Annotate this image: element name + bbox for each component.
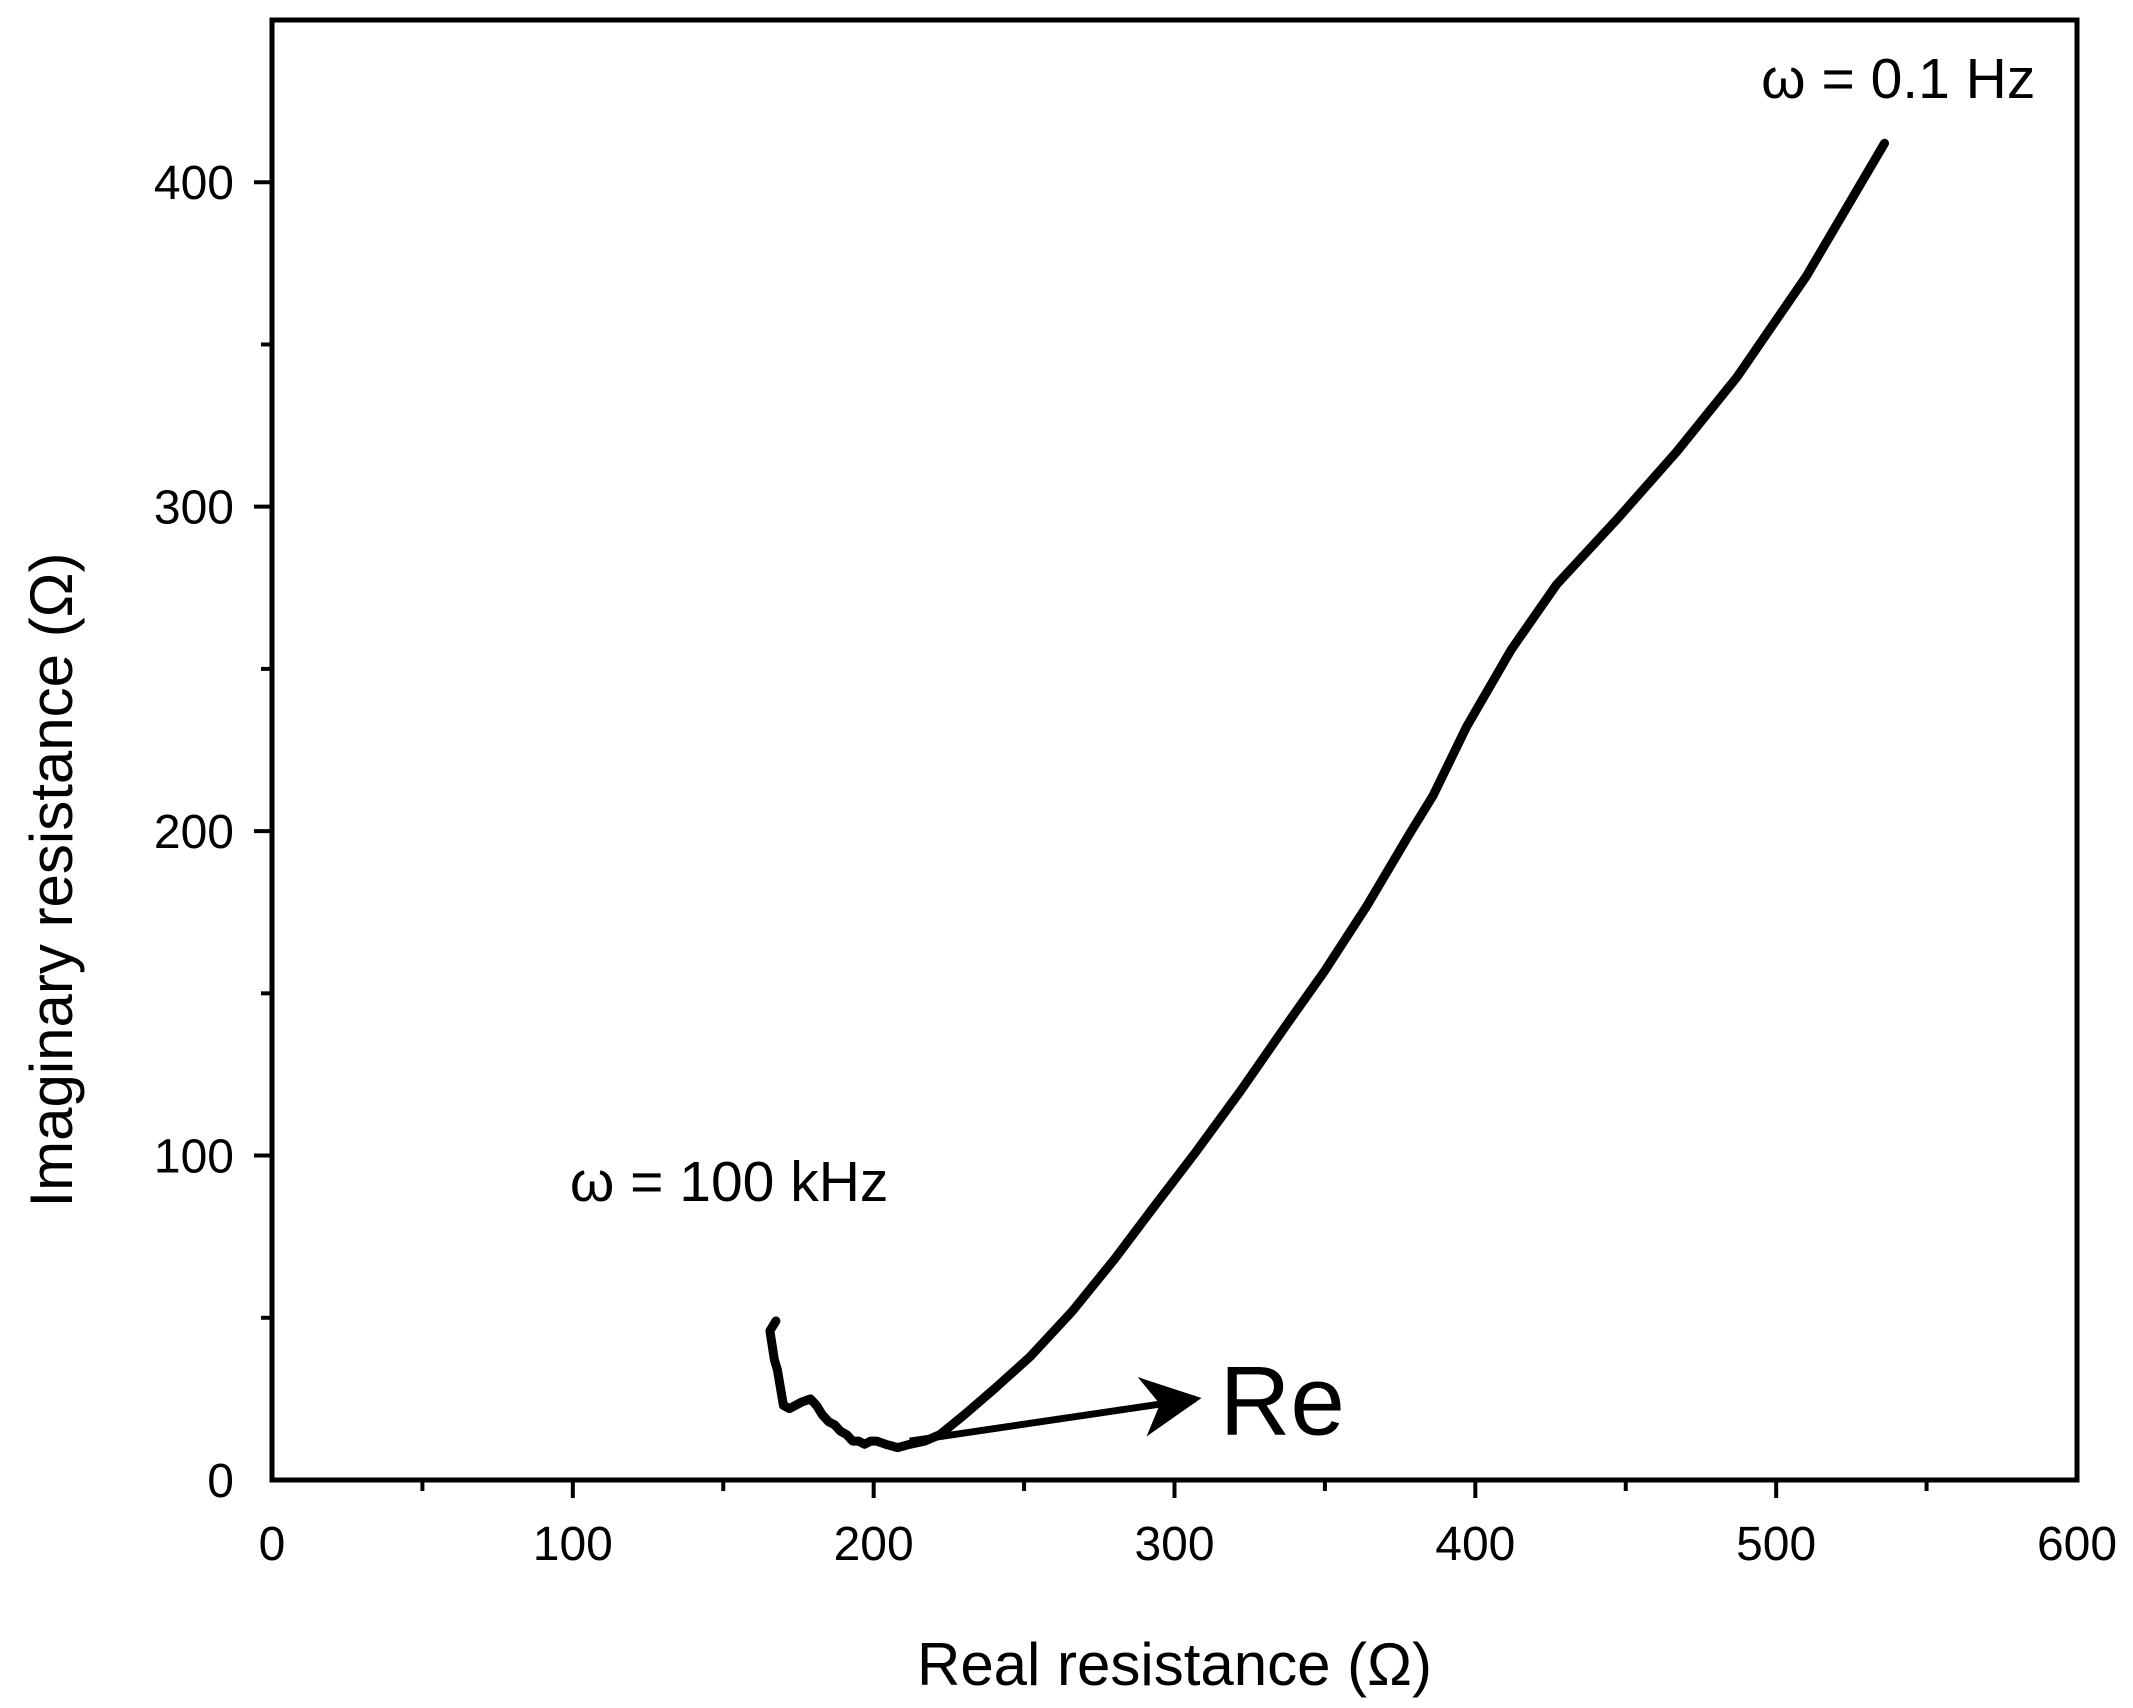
impedance-series-line: [765, 138, 1889, 1453]
axes-layer: 0 100 200 300 400 500 600 0 100 200 300 400: [154, 17, 2117, 1571]
x-axis-title: Real resistance (Ω): [917, 1631, 1432, 1698]
x-tick-label: 200: [834, 1518, 914, 1571]
y-tick-label: 300: [154, 482, 234, 535]
data-layer: [765, 138, 1889, 1453]
x-tick-label: 0: [259, 1518, 286, 1571]
y-tick-label: 100: [154, 1131, 234, 1184]
x-tick-label: 400: [1435, 1518, 1515, 1571]
annotation-layer: ω = 0.1 Hz ω = 100 kHz Re: [570, 47, 2036, 1456]
x-tick-label: 600: [2037, 1518, 2117, 1571]
y-tick-label: 200: [154, 806, 234, 859]
y-axis-title: Imaginary resistance (Ω): [18, 552, 85, 1207]
y-tick-label: 400: [154, 157, 234, 210]
annotation-low: ω = 0.1 Hz: [1761, 47, 2035, 111]
x-tick-label: 100: [533, 1518, 613, 1571]
plot-frame: [269, 17, 2080, 1483]
annotation-high: ω = 100 kHz: [570, 1150, 889, 1214]
re-arrow: [909, 1377, 1202, 1445]
x-tick-label: 300: [1134, 1518, 1214, 1571]
y-tick-label: 0: [207, 1455, 234, 1508]
annotation-re: Re: [1220, 1346, 1345, 1456]
x-tick-label: 500: [1736, 1518, 1816, 1571]
